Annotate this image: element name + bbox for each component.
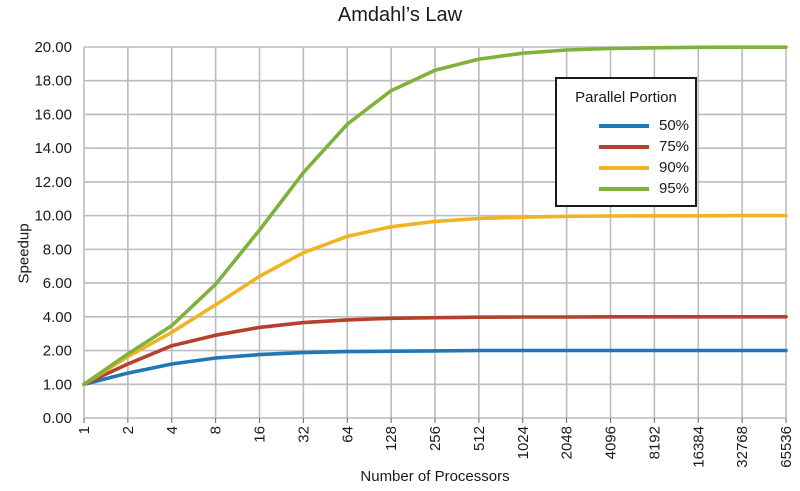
legend-label: 50% [659, 117, 690, 134]
x-tick-label: 128 [383, 426, 400, 451]
series-line-50-percent [82, 348, 788, 387]
x-tick-label: 16384 [690, 426, 707, 468]
legend-swatch [599, 124, 649, 128]
x-tick-label: 1 [76, 426, 93, 434]
y-tick-label: 16.00 [34, 106, 72, 123]
x-tick-label: 32768 [734, 426, 751, 468]
x-tick-label: 16 [252, 426, 269, 443]
y-tick-label: 1.00 [43, 376, 72, 393]
legend-title: Parallel Portion [575, 89, 677, 106]
y-tick-label: 2.00 [43, 343, 72, 360]
chart-title: Amdahl’s Law [337, 4, 463, 26]
y-tick-label: 18.00 [34, 73, 72, 90]
y-tick-label: 12.00 [34, 174, 72, 191]
x-tick-label: 8192 [646, 426, 663, 459]
x-tick-label: 32 [295, 426, 312, 443]
x-tick-label: 8 [208, 426, 225, 434]
legend-label: 75% [659, 138, 690, 155]
y-tick-label: 4.00 [43, 309, 72, 326]
legend-swatch [599, 145, 649, 149]
legend-item-50: 50% [599, 115, 695, 135]
legend-item-90: 90% [599, 157, 695, 177]
x-axis-label: Number of Processors [360, 468, 510, 485]
y-tick-label: 0.00 [43, 410, 72, 427]
y-tick-label: 14.00 [34, 140, 72, 157]
series-line-90-percent [82, 213, 788, 387]
x-tick-label: 2 [120, 426, 137, 434]
y-tick-label: 10.00 [34, 208, 72, 225]
x-tick-label: 1024 [515, 426, 532, 459]
x-tick-label: 512 [471, 426, 488, 451]
x-tick-label: 65536 [778, 426, 795, 468]
series-line-75-percent [82, 315, 788, 387]
legend-item-95: 95% [599, 178, 695, 198]
x-tick-label: 2048 [559, 426, 576, 459]
x-tick-label: 64 [339, 426, 356, 443]
legend-swatch [599, 166, 649, 170]
legend-item-75: 75% [599, 136, 695, 156]
x-tick-label: 4 [164, 426, 181, 434]
y-axis-label: Speedup [15, 223, 33, 284]
legend-swatch [599, 187, 649, 191]
series-line-95-percent [82, 45, 788, 387]
y-tick-label: 20.00 [34, 39, 72, 56]
legend-label: 95% [659, 180, 690, 197]
y-tick-label: 6.00 [43, 275, 72, 292]
y-tick-label: 8.00 [43, 241, 72, 258]
x-tick-label: 4096 [603, 426, 620, 459]
x-tick-label: 256 [427, 426, 444, 451]
legend: Parallel Portion 50% 75% 90% 95% [555, 77, 697, 207]
legend-label: 90% [659, 159, 690, 176]
